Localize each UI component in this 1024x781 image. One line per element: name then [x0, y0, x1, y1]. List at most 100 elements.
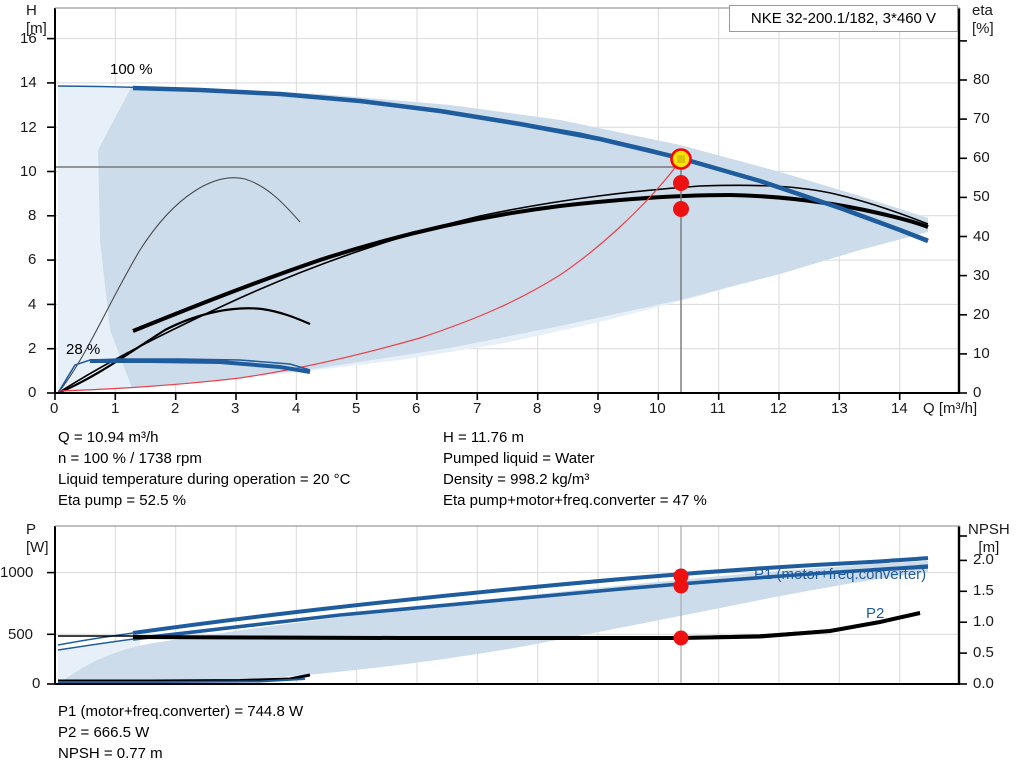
upper-right-ticks — [959, 40, 967, 394]
lower-y2tick-15: 1.5 — [973, 582, 994, 599]
p-28pct-curve-blue — [58, 678, 306, 683]
operating-data-right: H = 11.76 m Pumped liquid = Water Densit… — [443, 427, 707, 511]
upper-ytick-6: 6 — [28, 251, 37, 268]
upper-xtick-5: 5 — [352, 400, 361, 417]
lower-ytick-500: 500 — [8, 626, 34, 643]
upper-xtick-6: 6 — [412, 400, 421, 417]
power-data-block: P1 (motor+freq.converter) = 744.8 W P2 =… — [58, 701, 303, 764]
lower-ytick-1000: 1000 — [0, 564, 34, 581]
upper-y2tick-0: 0 — [973, 384, 982, 401]
lower-axis-frame — [54, 525, 961, 685]
upper-ytick-8: 8 — [28, 207, 37, 224]
duty-point-npsh-marker — [673, 630, 689, 646]
info-left-2: Liquid temperature during operation = 20… — [58, 471, 351, 488]
upper-xtick-3: 3 — [231, 400, 240, 417]
upper-xtick-0: 0 — [50, 400, 59, 417]
info-right-3: Eta pump+motor+freq.converter = 47 % — [443, 492, 707, 509]
upper-right-axis-title: eta [%] — [972, 2, 994, 38]
head-100pct-curve-thick — [132, 85, 929, 244]
eta-pump-curve-thin — [57, 184, 929, 393]
p2-curve-thick — [132, 564, 929, 641]
upper-xtick-13: 13 — [831, 400, 848, 417]
head-eta-chart — [47, 7, 967, 400]
p1-curve-label: P1 (motor+freq.converter) — [754, 566, 927, 583]
power-npsh-chart — [47, 525, 967, 685]
head-28pct-curve-thick — [90, 359, 311, 374]
duty-point-p2-marker — [673, 578, 689, 594]
upper-y2tick-70: 70 — [973, 110, 990, 127]
duty-point-head-inner-square — [677, 155, 685, 163]
lower-right-axis-title: NPSH [m] — [968, 521, 1010, 557]
upper-y2tick-10: 10 — [973, 345, 990, 362]
upper-y2tick-50: 50 — [973, 188, 990, 205]
info-right-2: Density = 998.2 kg/m³ — [443, 471, 590, 488]
upper-xtick-2: 2 — [171, 400, 180, 417]
upper-xtick-14: 14 — [891, 400, 908, 417]
upper-y2tick-30: 30 — [973, 267, 990, 284]
pump-model-title: NKE 32-200.1/182, 3*460 V — [750, 10, 937, 27]
eta-28pct-curve — [57, 307, 311, 393]
lower-ytick-0: 0 — [32, 675, 41, 692]
speed-label-28pct: 28 % — [66, 341, 101, 358]
pump-model-title-box: NKE 32-200.1/182, 3*460 V — [729, 5, 958, 32]
upper-y2tick-60: 60 — [973, 149, 990, 166]
lower-y2tick-05: 0.5 — [973, 644, 994, 661]
upper-ytick-2: 2 — [28, 340, 37, 357]
info-bottom-1: P2 = 666.5 W — [58, 724, 150, 741]
npsh-duty-trace — [57, 158, 682, 392]
upper-ytick-16: 16 — [20, 30, 37, 47]
info-right-1: Pumped liquid = Water — [443, 450, 595, 467]
info-left-0: Q = 10.94 m³/h — [58, 429, 159, 446]
upper-xtick-8: 8 — [533, 400, 542, 417]
lower-left-axis-title-l2: [W] — [26, 539, 49, 556]
upper-xtick-10: 10 — [649, 400, 666, 417]
lower-right-ticks — [959, 535, 967, 685]
operating-data-left: Q = 10.94 m³/h n = 100 % / 1738 rpm Liqu… — [58, 427, 350, 511]
duty-point-eta-total-marker — [673, 201, 689, 217]
upper-ytick-4: 4 — [28, 296, 37, 313]
upper-y2tick-80: 80 — [973, 71, 990, 88]
eta-envelope-curve — [57, 177, 301, 393]
upper-right-axis-title-l1: eta — [972, 2, 993, 19]
upper-ytick-10: 10 — [20, 163, 37, 180]
upper-xtick-7: 7 — [473, 400, 482, 417]
upper-y2tick-40: 40 — [973, 228, 990, 245]
envelope-dark-region — [98, 86, 928, 388]
upper-x-ticks — [54, 393, 901, 400]
lower-right-axis-title-l1: NPSH — [968, 521, 1010, 538]
lower-left-axis-title: P [W] — [26, 521, 49, 557]
upper-ytick-12: 12 — [20, 119, 37, 136]
p1-curve-thick — [132, 556, 929, 635]
upper-xtick-4: 4 — [292, 400, 301, 417]
upper-xtick-11: 11 — [710, 400, 726, 417]
upper-x-axis-title: Q [m³/h] — [923, 400, 978, 417]
upper-right-axis-title-l2: [%] — [972, 20, 994, 37]
info-bottom-2: NPSH = 0.77 m — [58, 745, 163, 762]
p2-curve-label: P2 — [866, 605, 885, 622]
lower-envelope-dark — [60, 561, 928, 684]
lower-right-axis-title-l2: [m] — [978, 539, 1000, 556]
eta-total-curve-thick — [132, 192, 929, 333]
upper-left-axis-title: H [m] — [26, 2, 47, 38]
upper-left-ticks — [47, 37, 55, 394]
lower-y2tick-00: 0.0 — [973, 675, 994, 692]
upper-left-axis-title-l1: H — [26, 2, 37, 19]
upper-ytick-0: 0 — [28, 384, 37, 401]
speed-label-100pct: 100 % — [110, 61, 153, 78]
lower-left-ticks — [47, 571, 55, 685]
upper-xtick-12: 12 — [770, 400, 787, 417]
upper-y2tick-20: 20 — [973, 306, 990, 323]
info-bottom-0: P1 (motor+freq.converter) = 744.8 W — [58, 703, 304, 720]
info-left-3: Eta pump = 52.5 % — [58, 492, 186, 509]
duty-point-eta-pump-marker — [673, 175, 689, 191]
lower-y2tick-20: 2.0 — [973, 551, 994, 568]
info-right-0: H = 11.76 m — [443, 429, 525, 446]
upper-ytick-14: 14 — [20, 74, 37, 91]
upper-left-axis-title-l2: [m] — [26, 20, 47, 37]
upper-xtick-1: 1 — [111, 400, 120, 417]
lower-y2tick-10: 1.0 — [973, 613, 994, 630]
lower-left-axis-title-l1: P — [26, 521, 37, 538]
info-left-1: n = 100 % / 1738 rpm — [58, 450, 202, 467]
upper-xtick-9: 9 — [593, 400, 602, 417]
